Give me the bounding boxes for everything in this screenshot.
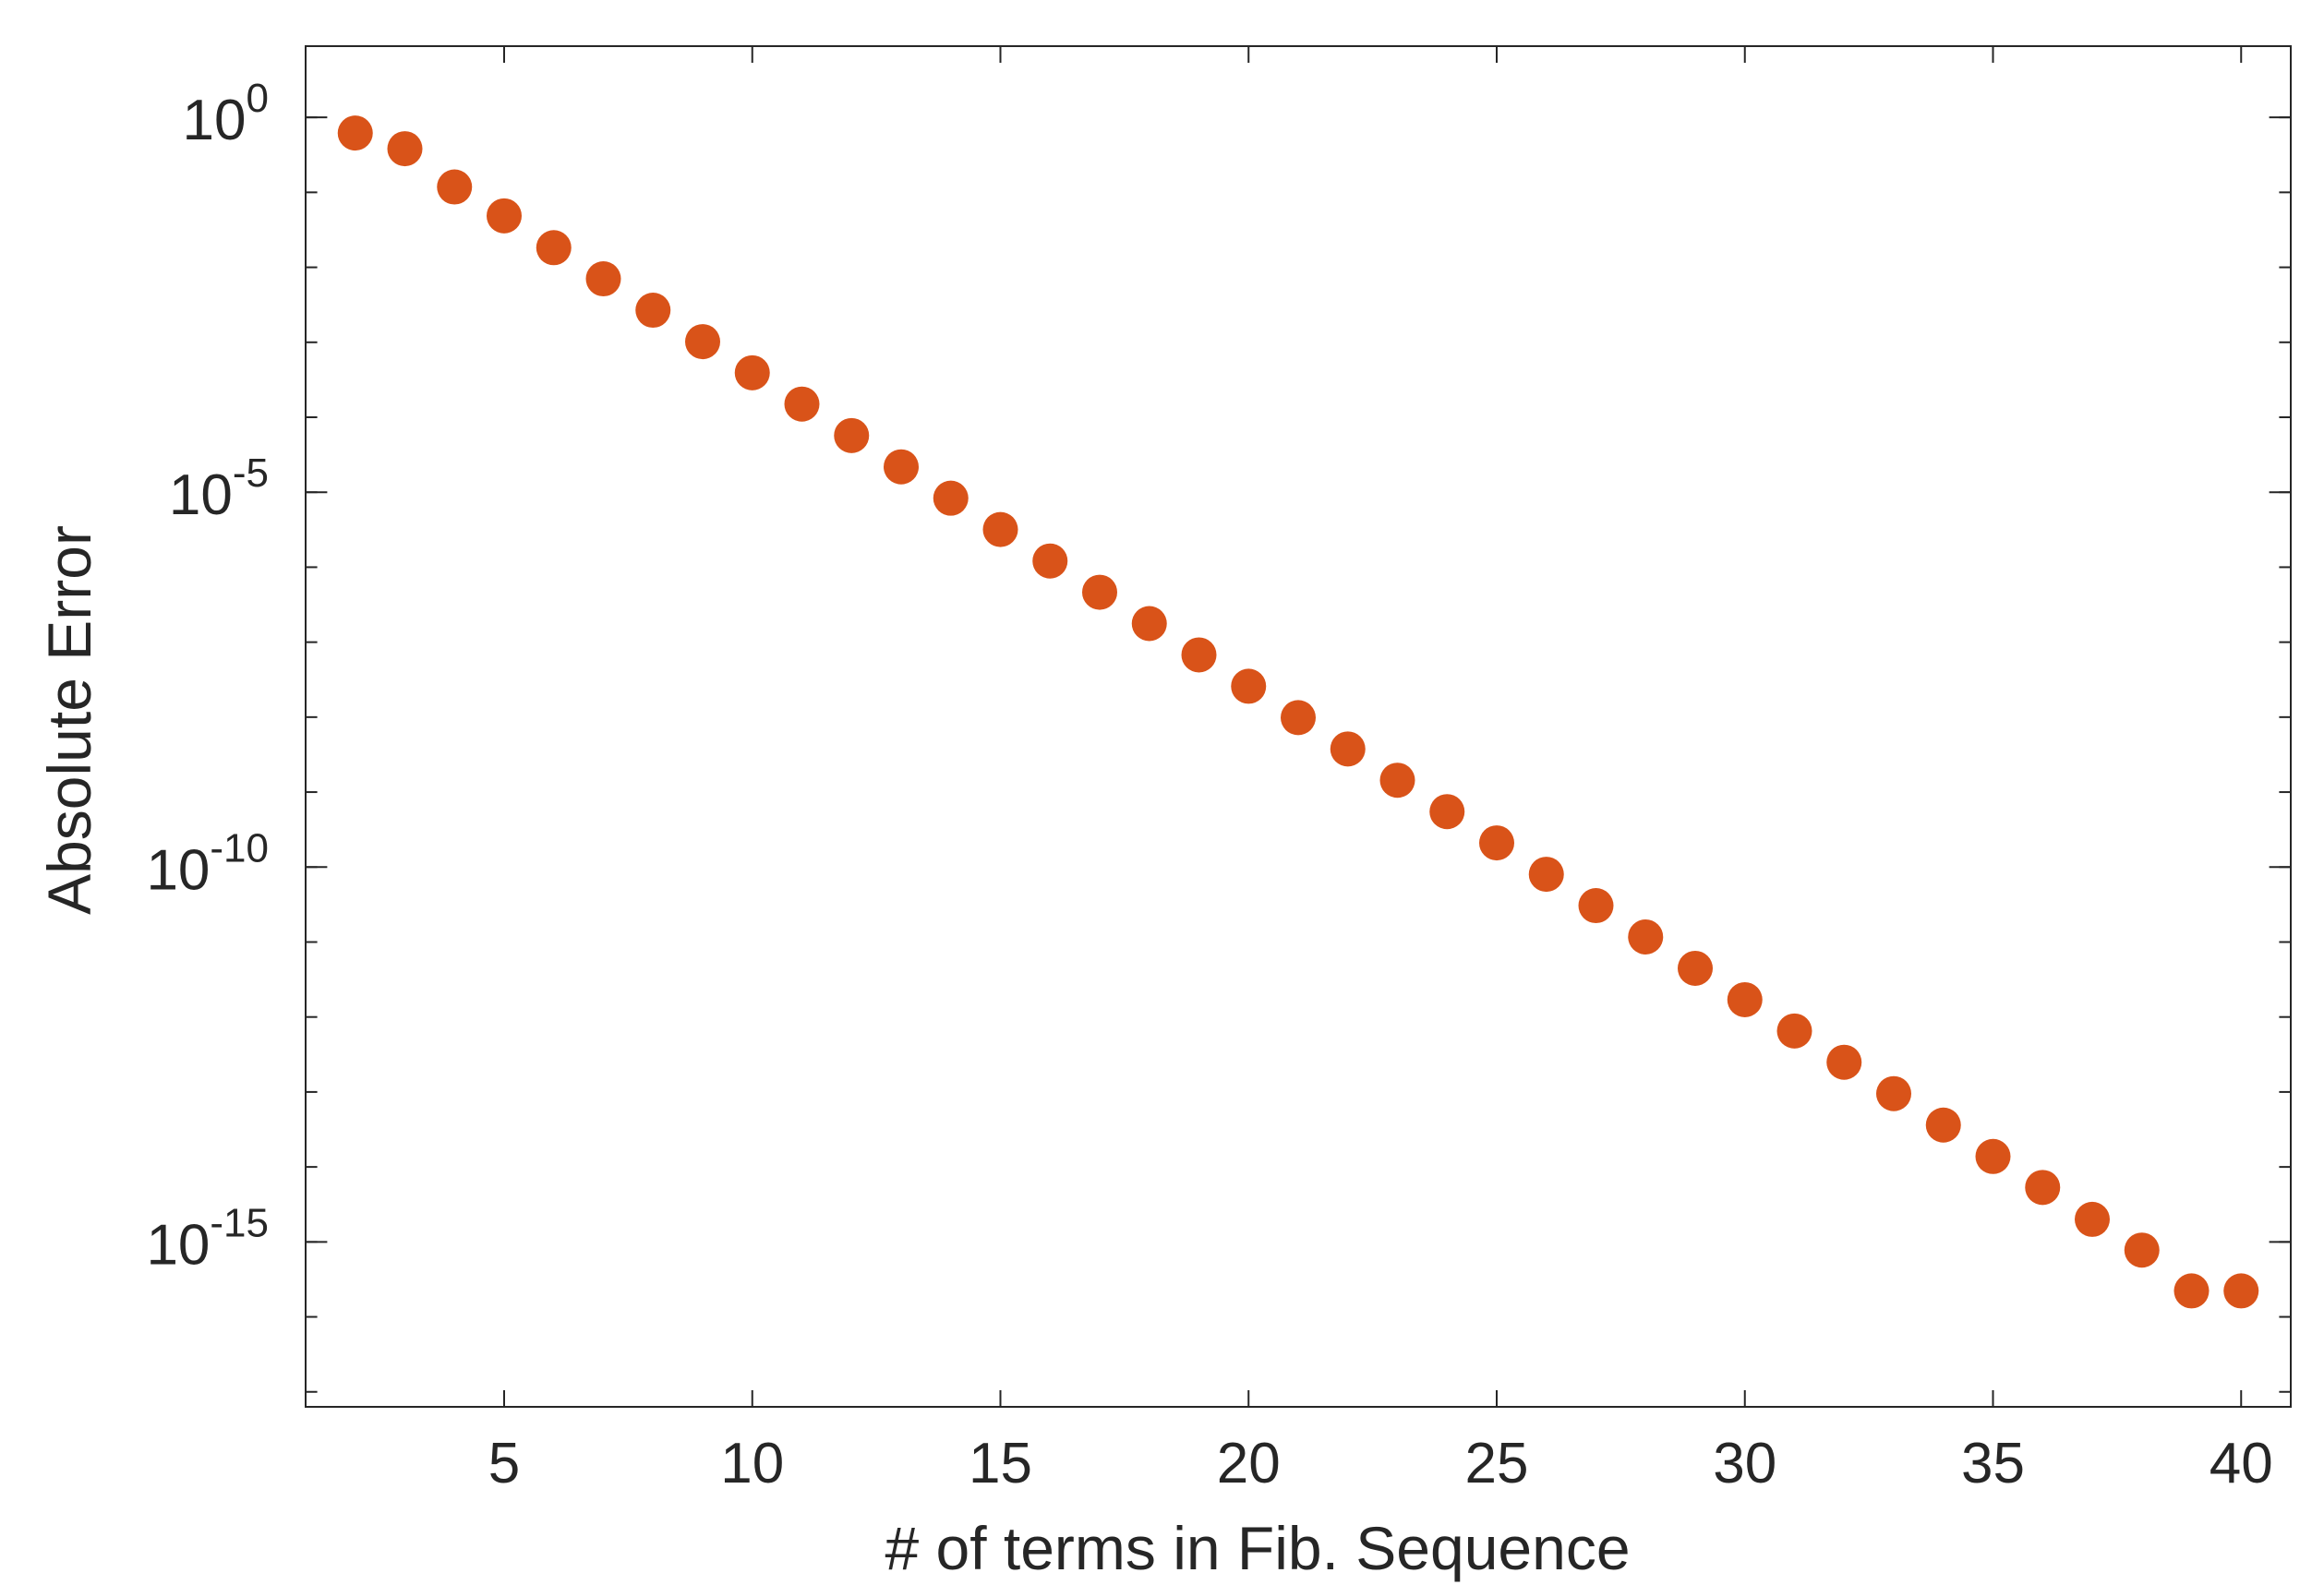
data-point: [1330, 731, 1366, 767]
data-point: [536, 230, 572, 266]
x-tick-label: 5: [488, 1432, 520, 1495]
data-point: [784, 386, 820, 422]
data-point: [1281, 700, 1316, 736]
x-tick-label: 10: [720, 1432, 784, 1495]
x-axis-ticks: 5 10 15 20 25 30 35 40: [488, 46, 2273, 1495]
data-point: [834, 417, 870, 453]
x-axis-label: # of terms in Fib. Sequence: [885, 1514, 1630, 1582]
data-point: [2075, 1201, 2110, 1237]
y-axis-ticks: 100 10-5 10-10 10-15: [146, 76, 2291, 1393]
data-point: [1925, 1107, 1961, 1143]
data-point: [1727, 981, 1763, 1017]
data-point: [1429, 794, 1465, 830]
data-point: [635, 293, 671, 329]
data-point: [1131, 606, 1167, 642]
data-point: [1628, 919, 1664, 955]
data-point: [982, 511, 1018, 547]
y-axis-label: Absolute Error: [35, 525, 103, 915]
data-points: [337, 115, 2259, 1309]
y-tick-label: 100: [183, 76, 269, 152]
data-point: [933, 480, 969, 516]
data-point: [387, 131, 423, 167]
y-tick-label: 10-5: [169, 450, 269, 527]
data-point: [1578, 888, 1614, 924]
data-point: [437, 169, 473, 205]
x-tick-label: 40: [2210, 1432, 2273, 1495]
x-tick-label: 20: [1217, 1432, 1281, 1495]
y-tick-label: 10-15: [146, 1200, 269, 1277]
data-point: [734, 354, 770, 390]
data-point: [1479, 825, 1514, 861]
data-point: [1181, 637, 1217, 673]
data-point: [1528, 857, 1564, 893]
data-point: [337, 115, 373, 151]
y-tick-label: 10-10: [146, 825, 269, 902]
x-tick-label: 30: [1713, 1432, 1776, 1495]
data-point: [2223, 1273, 2259, 1309]
data-point: [884, 449, 919, 485]
data-point: [1975, 1138, 2011, 1174]
data-point: [1082, 574, 1117, 610]
data-point: [2025, 1170, 2061, 1206]
data-point: [487, 198, 522, 234]
data-point: [1826, 1044, 1862, 1080]
data-point: [585, 261, 621, 297]
data-point: [1678, 950, 1713, 986]
data-point: [2124, 1232, 2160, 1268]
data-point: [2173, 1273, 2210, 1309]
data-point: [1231, 668, 1267, 704]
data-point: [1776, 1013, 1812, 1049]
data-point: [685, 324, 720, 360]
x-tick-label: 35: [1961, 1432, 2025, 1495]
data-point: [1876, 1075, 1911, 1111]
data-point: [1379, 762, 1415, 799]
data-point: [1032, 543, 1068, 579]
x-tick-label: 25: [1465, 1432, 1529, 1495]
x-tick-label: 15: [969, 1432, 1032, 1495]
